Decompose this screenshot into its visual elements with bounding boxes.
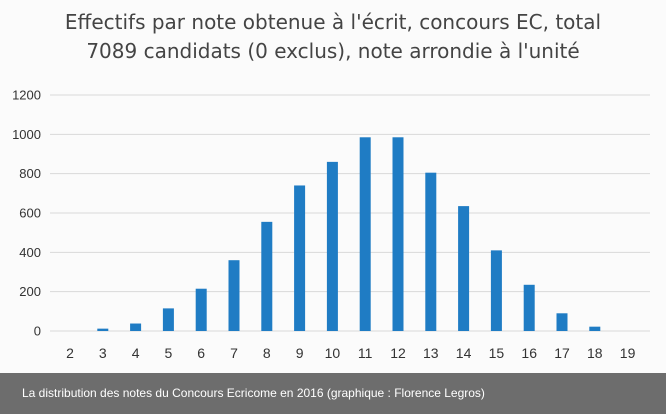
x-tick-label: 18 [587, 345, 603, 361]
bar-10 [326, 161, 338, 331]
x-tick-label: 4 [132, 345, 140, 361]
y-tick-label: 800 [19, 166, 41, 181]
x-tick-label: 13 [423, 345, 439, 361]
y-tick-label: 0 [34, 324, 41, 339]
x-tick-label: 12 [390, 345, 406, 361]
bar-chart: 0 200 400 600 800 1000 1200 2 3 4 5 6 7 8 9 10 11 12 13 14… [12, 88, 650, 361]
y-tick-label: 400 [19, 245, 41, 260]
bar-7 [228, 260, 240, 331]
bar-12 [392, 137, 404, 331]
bar-6 [195, 288, 207, 331]
x-tick-label: 15 [489, 345, 505, 361]
chart-title: Effectifs par note obtenue à l'écrit, co… [0, 8, 666, 66]
bar-4 [130, 323, 142, 331]
bar-3 [97, 328, 109, 331]
bar-16 [523, 284, 535, 331]
x-tick-label: 7 [230, 345, 238, 361]
bars [97, 137, 601, 331]
y-tick-label: 200 [19, 284, 41, 299]
x-tick-label: 14 [456, 345, 472, 361]
x-tick-label: 17 [554, 345, 570, 361]
bar-14 [458, 206, 470, 331]
x-tick-label: 3 [99, 345, 107, 361]
x-tick-label: 16 [521, 345, 537, 361]
x-tick-label: 19 [620, 345, 636, 361]
gridlines [50, 94, 650, 332]
chart-title-line-1: Effectifs par note obtenue à l'écrit, co… [64, 10, 602, 34]
y-tick-label: 1000 [12, 127, 41, 142]
x-tick-label: 10 [325, 345, 341, 361]
y-tick-label: 600 [19, 206, 41, 221]
x-tick-label: 11 [358, 345, 373, 361]
bar-11 [359, 137, 371, 331]
x-tick-label: 5 [165, 345, 173, 361]
bar-15 [490, 250, 502, 331]
image-caption: La distribution des notes du Concours Ec… [0, 373, 666, 414]
y-tick-label: 1200 [12, 88, 41, 103]
bar-5 [162, 308, 174, 331]
x-axis-ticks: 2 3 4 5 6 7 8 9 10 11 12 13 14 15 16 17 18 19 [66, 345, 635, 361]
x-tick-label: 2 [66, 345, 74, 361]
bar-17 [556, 313, 568, 331]
y-axis-ticks: 0 200 400 600 800 1000 1200 [12, 88, 41, 339]
bar-8 [261, 221, 273, 331]
x-tick-label: 6 [197, 345, 205, 361]
bar-13 [425, 172, 437, 331]
chart-title-line-2: 7089 candidats (0 exclus), note arrondie… [86, 39, 580, 63]
x-tick-label: 9 [296, 345, 304, 361]
x-tick-label: 8 [263, 345, 271, 361]
bar-9 [294, 185, 306, 331]
bar-18 [589, 326, 601, 331]
